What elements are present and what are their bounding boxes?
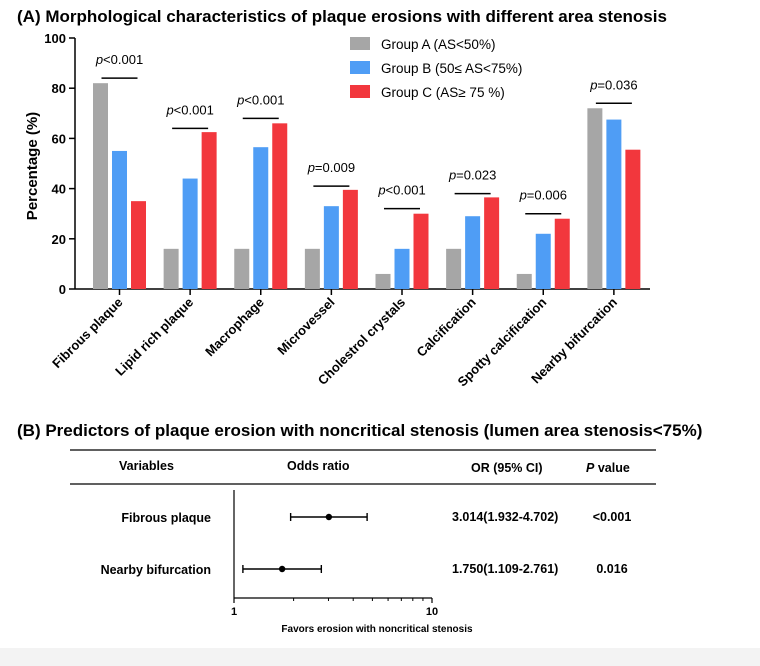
bar bbox=[606, 119, 622, 289]
bar bbox=[535, 233, 551, 289]
forest-x-tick-label: 1 bbox=[231, 606, 237, 618]
p-value-label: p=0.036 bbox=[589, 77, 637, 92]
bar bbox=[587, 108, 603, 289]
bar bbox=[234, 248, 250, 289]
bar bbox=[554, 218, 570, 289]
p-value-label: p=0.006 bbox=[519, 188, 567, 203]
bar bbox=[201, 132, 217, 289]
legend-swatch bbox=[350, 37, 370, 50]
header-odds-ratio: Odds ratio bbox=[287, 459, 350, 473]
y-tick-label: 40 bbox=[52, 182, 66, 197]
header-p-value: P value bbox=[586, 461, 630, 475]
p-value-italic: p bbox=[236, 92, 244, 107]
legend: Group A (AS<50%) Group B (50≤ AS<75%) Grou… bbox=[350, 37, 522, 100]
p-value-label: p<0.001 bbox=[95, 52, 143, 67]
p-value-text: =0.036 bbox=[597, 77, 637, 92]
category-label: Calcification bbox=[413, 294, 478, 359]
p-value: 0.016 bbox=[596, 562, 627, 576]
forest-x-tick-label: 10 bbox=[426, 606, 438, 618]
header-p-italic: P bbox=[586, 461, 595, 475]
p-value-text: <0.001 bbox=[103, 52, 143, 67]
legend-swatch bbox=[350, 61, 370, 74]
legend-label: Group C (AS≥ 75 %) bbox=[381, 85, 505, 100]
p-value-italic: p bbox=[519, 188, 527, 203]
p-value-italic: p bbox=[165, 102, 173, 117]
bar bbox=[182, 178, 198, 289]
odds-ratio-point bbox=[278, 565, 286, 573]
bar bbox=[304, 248, 320, 289]
or-ci-value: 1.750(1.109-2.761) bbox=[452, 562, 558, 576]
p-value-text: <0.001 bbox=[386, 183, 426, 198]
category-label: Fibrous plaque bbox=[49, 295, 125, 371]
y-tick-label: 20 bbox=[52, 232, 66, 247]
forest-plot: Variables Odds ratio OR (95% CI) P value… bbox=[70, 449, 656, 635]
bar bbox=[93, 83, 108, 290]
p-value-text: <0.001 bbox=[174, 102, 214, 117]
bar bbox=[342, 189, 358, 289]
p-value-text: <0.001 bbox=[244, 92, 284, 107]
bar bbox=[484, 197, 500, 289]
y-tick-label: 0 bbox=[59, 282, 66, 297]
y-tick-label: 60 bbox=[52, 131, 66, 146]
bar bbox=[394, 248, 410, 289]
bar bbox=[375, 273, 391, 289]
bar bbox=[112, 150, 127, 289]
p-value-text: =0.006 bbox=[527, 188, 567, 203]
bottom-band bbox=[0, 648, 760, 666]
p-value-italic: p bbox=[307, 160, 315, 175]
y-tick-label: 100 bbox=[44, 31, 66, 46]
category-label: Microvessel bbox=[274, 295, 337, 358]
y-tick-label: 80 bbox=[52, 81, 66, 96]
p-value-label: p<0.001 bbox=[165, 102, 213, 117]
p-value-text: =0.009 bbox=[315, 160, 355, 175]
bar bbox=[625, 149, 641, 289]
bar bbox=[516, 273, 532, 289]
p-value-italic: p bbox=[377, 183, 385, 198]
header-variables: Variables bbox=[119, 459, 174, 473]
p-value-label: p=0.023 bbox=[448, 168, 496, 183]
variable-label: Nearby bifurcation bbox=[101, 563, 211, 577]
category-label: Macrophage bbox=[202, 295, 267, 360]
p-value-italic: p bbox=[95, 52, 103, 67]
bar bbox=[446, 248, 462, 289]
p-value-italic: p bbox=[589, 77, 597, 92]
p-value-text: =0.023 bbox=[456, 168, 496, 183]
bar bbox=[413, 213, 429, 289]
panel-a-title: (A) Morphological characteristics of pla… bbox=[17, 7, 667, 26]
bar bbox=[163, 248, 179, 289]
p-value-label: p<0.001 bbox=[377, 183, 425, 198]
bar bbox=[323, 206, 339, 289]
category-label: Lipid rich plaque bbox=[112, 295, 196, 379]
header-p-rest: value bbox=[594, 461, 629, 475]
odds-ratio-point bbox=[325, 513, 333, 521]
panel-b-title: (B) Predictors of plaque erosion with no… bbox=[17, 421, 702, 440]
legend-label: Group A (AS<50%) bbox=[381, 37, 495, 52]
legend-swatch bbox=[350, 85, 370, 98]
p-value-italic: p bbox=[448, 168, 456, 183]
bar bbox=[131, 201, 146, 289]
p-value-label: p=0.009 bbox=[307, 160, 355, 175]
bar bbox=[272, 123, 288, 289]
or-ci-value: 3.014(1.932-4.702) bbox=[452, 510, 558, 524]
variable-label: Fibrous plaque bbox=[121, 511, 211, 525]
p-value: <0.001 bbox=[593, 510, 632, 524]
legend-label: Group B (50≤ AS<75%) bbox=[381, 61, 522, 76]
header-or-ci: OR (95% CI) bbox=[471, 461, 543, 475]
p-value-label: p<0.001 bbox=[236, 92, 284, 107]
bar bbox=[465, 216, 481, 289]
y-axis-label: Percentage (%) bbox=[24, 112, 41, 220]
forest-x-label: Favors erosion with noncritical stenosis bbox=[281, 624, 473, 635]
bar bbox=[253, 147, 269, 289]
